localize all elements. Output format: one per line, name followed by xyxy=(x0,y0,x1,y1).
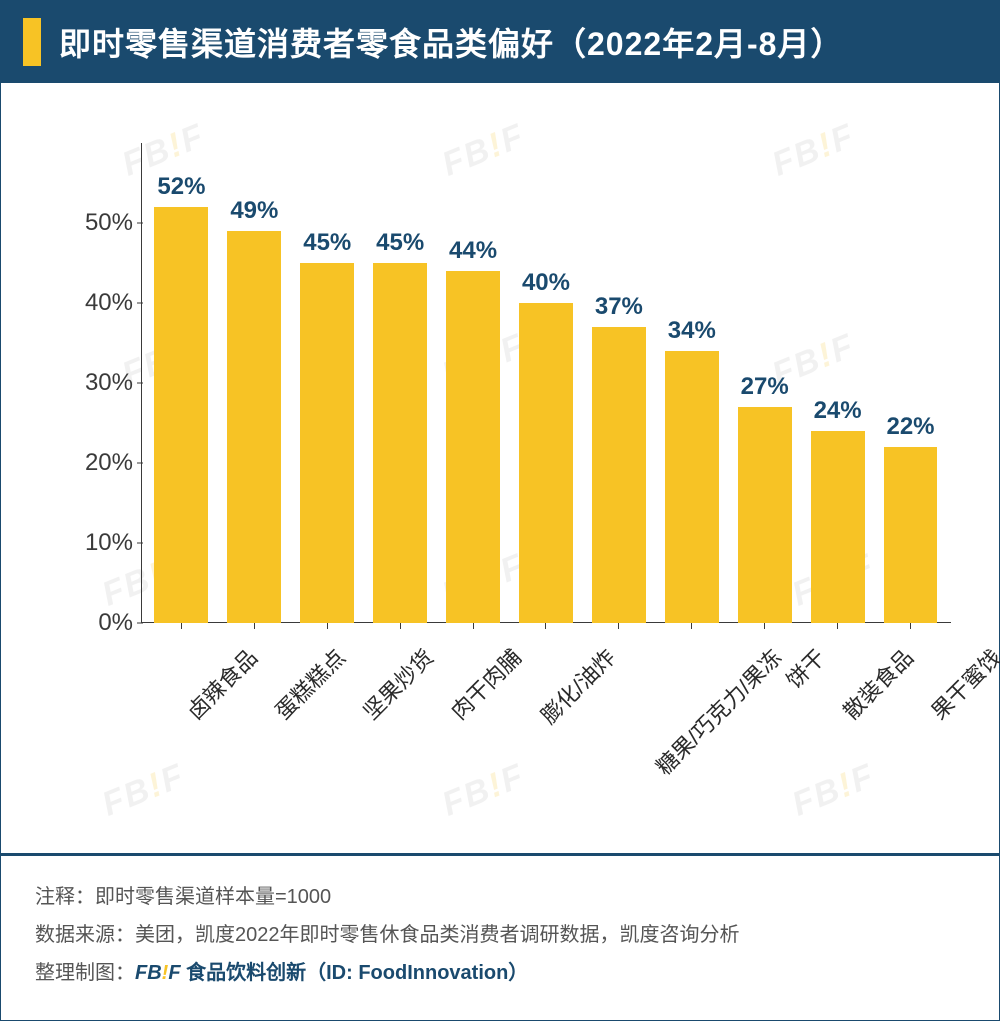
bar xyxy=(227,231,281,623)
bar-data-label: 49% xyxy=(230,197,278,225)
bar xyxy=(592,327,646,623)
bar-data-label: 45% xyxy=(303,229,351,257)
bar xyxy=(738,407,792,623)
y-tick-label: 40% xyxy=(85,289,133,317)
y-tick-label: 50% xyxy=(85,209,133,237)
bar-data-label: 22% xyxy=(886,413,934,441)
y-tick-label: 0% xyxy=(98,609,133,637)
bar-slot: 37% xyxy=(582,143,655,623)
chart-title: 即时零售渠道消费者零食品类偏好（2022年2月-8月） xyxy=(59,19,843,65)
bar-slot: 45% xyxy=(291,143,364,623)
footer-note: 注释：即时零售渠道样本量=1000 xyxy=(35,878,965,916)
bar-data-label: 52% xyxy=(157,173,205,201)
bar-slot: 45% xyxy=(364,143,437,623)
fbif-f: F xyxy=(168,962,180,984)
bar xyxy=(519,303,573,623)
bar-slot: 49% xyxy=(218,143,291,623)
bar-slot: 40% xyxy=(510,143,583,623)
x-labels: 卤辣食品蛋糕糕点坚果炒货肉干肉脯膨化/油炸糖果/巧克力/果冻饼干散装食品果干蜜饯… xyxy=(141,623,951,665)
bar-data-label: 40% xyxy=(522,269,570,297)
plot: 0%10%20%30%40%50% 52%49%45%45%44%40%37%3… xyxy=(71,143,951,623)
header-bar: 即时零售渠道消费者零食品类偏好（2022年2月-8月） xyxy=(1,1,999,83)
bar xyxy=(446,271,500,623)
bar xyxy=(884,447,938,623)
footer-source: 数据来源：美团，凯度2022年即时零售休食品类消费者调研数据，凯度咨询分析 xyxy=(35,916,965,954)
fbif-fb: FB xyxy=(135,962,162,984)
bar xyxy=(811,431,865,623)
footer-credit: 整理制图：FB!F 食品饮料创新（ID: FoodInnovation） xyxy=(35,954,965,992)
bar-data-label: 24% xyxy=(814,397,862,425)
page: 即时零售渠道消费者零食品类偏好（2022年2月-8月） FB!FFB!FFB!F… xyxy=(0,0,1000,1021)
bar xyxy=(300,263,354,623)
bar xyxy=(373,263,427,623)
bar-slot: 27% xyxy=(728,143,801,623)
footer: 注释：即时零售渠道样本量=1000 数据来源：美团，凯度2022年即时零售休食品… xyxy=(1,853,999,1020)
bar-slot: 34% xyxy=(655,143,728,623)
y-axis: 0%10%20%30%40%50% xyxy=(71,143,141,623)
bars-container: 52% 49% 45% 45% 44% 40% 37% 34% 27% 24% 22% xyxy=(141,143,951,623)
bar-data-label: 44% xyxy=(449,237,497,265)
y-tick-label: 20% xyxy=(85,449,133,477)
bar-data-label: 34% xyxy=(668,317,716,345)
y-tick-label: 10% xyxy=(85,529,133,557)
bar xyxy=(154,207,208,623)
bar xyxy=(665,351,719,623)
fbif-logo: FB!F xyxy=(135,962,181,984)
x-category-label: 卤辣食品 xyxy=(145,623,233,665)
chart-area: 0% 10% 20% 30% 40% 50% 52% 49% 45% 45% 44% 40% 37% 3… xyxy=(1,83,999,863)
bar-slot: 52% xyxy=(145,143,218,623)
bar-data-label: 27% xyxy=(741,373,789,401)
fbif-rest: 食品饮料创新（ID: FoodInnovation） xyxy=(181,962,529,984)
credit-prefix: 整理制图： xyxy=(35,962,135,984)
bar-data-label: 45% xyxy=(376,229,424,257)
bar-slot: 22% xyxy=(874,143,947,623)
header-accent xyxy=(23,18,41,66)
y-tick-label: 30% xyxy=(85,369,133,397)
bar-data-label: 37% xyxy=(595,293,643,321)
bar-slot: 24% xyxy=(801,143,874,623)
bar-slot: 44% xyxy=(437,143,510,623)
